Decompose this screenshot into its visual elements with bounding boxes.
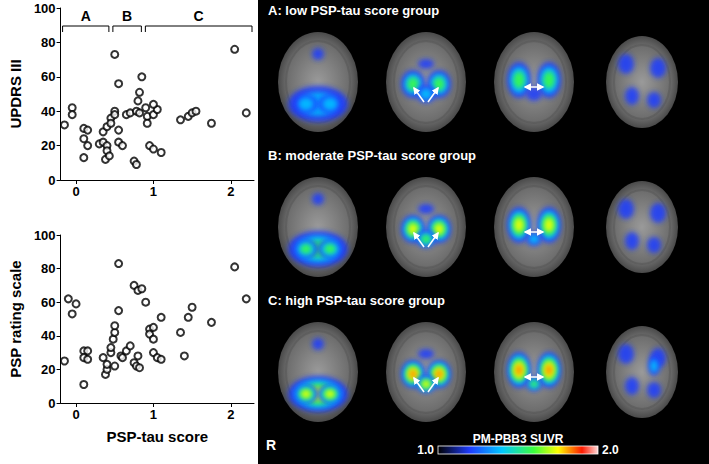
- svg-text:2.0: 2.0: [602, 443, 619, 457]
- svg-text:40: 40: [41, 328, 55, 343]
- svg-text:80: 80: [41, 261, 55, 276]
- svg-text:100: 100: [34, 228, 56, 243]
- svg-text:PSP-tau score: PSP-tau score: [106, 428, 208, 445]
- svg-text:1.0: 1.0: [417, 443, 434, 457]
- svg-text:C: C: [194, 8, 204, 24]
- svg-text:20: 20: [41, 138, 55, 153]
- svg-text:20: 20: [41, 362, 55, 377]
- svg-text:UPDRS III: UPDRS III: [7, 59, 24, 128]
- svg-text:80: 80: [41, 35, 55, 50]
- svg-text:A: A: [81, 8, 91, 24]
- svg-text:40: 40: [41, 104, 55, 119]
- svg-text:R: R: [266, 437, 276, 453]
- svg-text:2: 2: [227, 407, 234, 422]
- svg-text:1: 1: [150, 184, 157, 199]
- svg-text:0: 0: [72, 184, 79, 199]
- svg-text:0: 0: [48, 173, 55, 188]
- svg-text:0: 0: [48, 396, 55, 411]
- svg-text:C: high PSP-tau score group: C: high PSP-tau score group: [268, 293, 445, 308]
- svg-text:100: 100: [34, 1, 56, 16]
- svg-text:2: 2: [227, 184, 234, 199]
- svg-text:0: 0: [72, 407, 79, 422]
- svg-text:A: low PSP-tau score group: A: low PSP-tau score group: [268, 3, 439, 18]
- svg-text:PSP rating scale: PSP rating scale: [7, 260, 24, 377]
- svg-text:PM-PBB3 SUVR: PM-PBB3 SUVR: [473, 432, 564, 446]
- svg-text:1: 1: [150, 407, 157, 422]
- svg-text:60: 60: [41, 295, 55, 310]
- svg-text:B: B: [122, 8, 132, 24]
- svg-text:B: moderate PSP-tau score grou: B: moderate PSP-tau score group: [268, 148, 476, 163]
- svg-text:60: 60: [41, 69, 55, 84]
